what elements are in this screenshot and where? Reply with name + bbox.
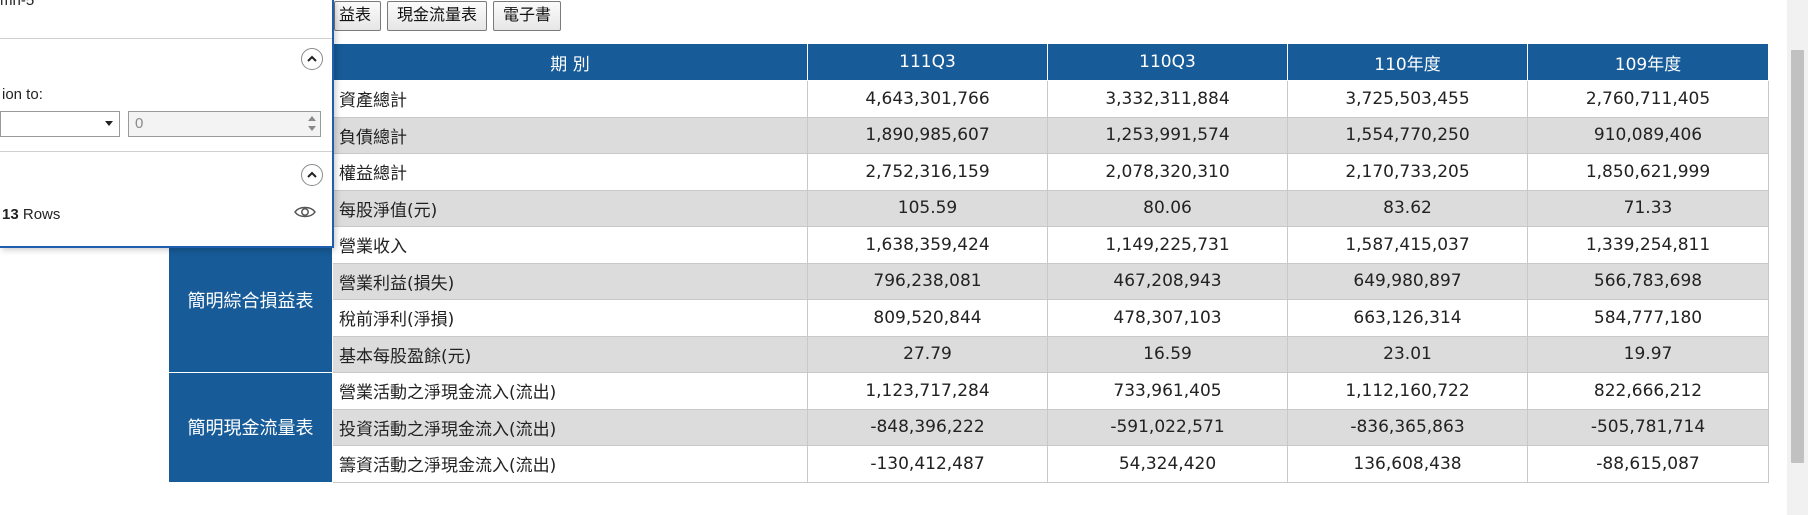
value-cell: -130,412,487 — [808, 446, 1048, 483]
section-label: ion to: — [2, 86, 43, 103]
table-row: 簡明綜合損益表 營業收入 1,638,359,424 1,149,225,731 1,5… — [169, 227, 1769, 264]
value-cell: 2,078,320,310 — [1048, 154, 1288, 191]
table-header-row: 期 別 111Q3 110Q3 110年度 109年度 — [169, 44, 1769, 81]
value-cell: 1,253,991,574 — [1048, 117, 1288, 154]
number-input-value: 0 — [135, 115, 143, 132]
header-period: 期 別 — [333, 44, 808, 81]
value-cell: 822,666,212 — [1528, 373, 1769, 410]
table-row: 資產總計 4,643,301,766 3,332,311,884 3,725,503,… — [169, 81, 1769, 118]
header-110-year: 110年度 — [1288, 44, 1528, 81]
value-cell: 663,126,314 — [1288, 300, 1528, 337]
value-cell: -505,781,714 — [1528, 409, 1769, 446]
value-cell: 16.59 — [1048, 336, 1288, 373]
table-row: 投資活動之淨現金流入(流出) -848,396,222 -591,022,571 -8… — [169, 409, 1769, 446]
table-row: 每股淨值(元) 105.59 80.06 83.62 71.33 — [169, 190, 1769, 227]
value-cell: 54,324,420 — [1048, 446, 1288, 483]
value-cell: 71.33 — [1528, 190, 1769, 227]
value-cell: 23.01 — [1288, 336, 1528, 373]
value-cell: 910,089,406 — [1528, 117, 1769, 154]
value-cell: 1,554,770,250 — [1288, 117, 1528, 154]
value-cell: 478,307,103 — [1048, 300, 1288, 337]
item-cell: 營業收入 — [333, 227, 808, 264]
value-cell: 4,643,301,766 — [808, 81, 1048, 118]
item-cell: 每股淨值(元) — [333, 190, 808, 227]
table-row: 籌資活動之淨現金流入(流出) -130,412,487 54,324,420 136,… — [169, 446, 1769, 483]
table-row: 基本每股盈餘(元) 27.79 16.59 23.01 19.97 — [169, 336, 1769, 373]
table-row: 營業利益(損失) 796,238,081 467,208,943 649,980,89… — [169, 263, 1769, 300]
spinner-icon[interactable] — [307, 114, 317, 134]
dropdown-caret-icon — [105, 121, 113, 126]
value-cell: 1,587,415,037 — [1288, 227, 1528, 264]
value-cell: 2,760,711,405 — [1528, 81, 1769, 118]
value-cell: 1,339,254,811 — [1528, 227, 1769, 264]
value-cell: 1,638,359,424 — [808, 227, 1048, 264]
value-cell: 3,332,311,884 — [1048, 81, 1288, 118]
chevron-up-icon — [306, 169, 318, 181]
condition-select[interactable] — [0, 111, 120, 137]
rows-suffix: Rows — [19, 206, 61, 223]
value-cell: 83.62 — [1288, 190, 1528, 227]
financial-table: 期 別 111Q3 110Q3 110年度 109年度 資產總計 4,643,30… — [168, 43, 1769, 483]
value-cell: 1,112,160,722 — [1288, 373, 1528, 410]
value-cell: 1,890,985,607 — [808, 117, 1048, 154]
item-cell: 基本每股盈餘(元) — [333, 336, 808, 373]
value-cell: 105.59 — [808, 190, 1048, 227]
rows-count: 13 — [2, 206, 19, 223]
panel-divider — [0, 38, 332, 39]
value-cell: 1,149,225,731 — [1048, 227, 1288, 264]
value-cell: 584,777,180 — [1528, 300, 1769, 337]
panel-cut-text: mn-5 — [0, 0, 34, 9]
number-input[interactable]: 0 — [128, 111, 321, 137]
item-cell: 資產總計 — [333, 81, 808, 118]
header-111q3: 111Q3 — [808, 44, 1048, 81]
value-cell: 649,980,897 — [1288, 263, 1528, 300]
value-cell: 136,608,438 — [1288, 446, 1528, 483]
value-cell: 733,961,405 — [1048, 373, 1288, 410]
value-cell: 2,752,316,159 — [808, 154, 1048, 191]
value-cell: 19.97 — [1528, 336, 1769, 373]
rows-count-label: 13 Rows — [2, 206, 60, 223]
value-cell: 809,520,844 — [808, 300, 1048, 337]
value-cell: 2,170,733,205 — [1288, 154, 1528, 191]
table-row: 權益總計 2,752,316,159 2,078,320,310 2,170,733,… — [169, 154, 1769, 191]
report-tabs: 益表 現金流量表 電子書 — [334, 1, 561, 31]
eye-icon[interactable] — [294, 204, 316, 220]
panel-divider — [0, 151, 332, 152]
item-cell: 籌資活動之淨現金流入(流出) — [333, 446, 808, 483]
value-cell: 467,208,943 — [1048, 263, 1288, 300]
tab-income-statement[interactable]: 益表 — [334, 1, 381, 31]
value-cell: 1,123,717,284 — [808, 373, 1048, 410]
tab-ebook[interactable]: 電子書 — [493, 1, 561, 31]
collapse-section-button[interactable] — [301, 48, 323, 70]
header-110q3: 110Q3 — [1048, 44, 1288, 81]
filter-panel: mn-5 ion to: 0 13 Rows — [0, 0, 334, 248]
value-cell: 796,238,081 — [808, 263, 1048, 300]
item-cell: 稅前淨利(淨損) — [333, 300, 808, 337]
value-cell: 3,725,503,455 — [1288, 81, 1528, 118]
scrollbar-thumb[interactable] — [1791, 50, 1804, 463]
category-cell: 簡明綜合損益表 — [169, 227, 333, 373]
item-cell: 營業活動之淨現金流入(流出) — [333, 373, 808, 410]
value-cell: 27.79 — [808, 336, 1048, 373]
collapse-section-button[interactable] — [301, 164, 323, 186]
table-row: 負債總計 1,890,985,607 1,253,991,574 1,554,770,… — [169, 117, 1769, 154]
value-cell: -591,022,571 — [1048, 409, 1288, 446]
vertical-scrollbar[interactable] — [1787, 0, 1808, 515]
table-row: 稅前淨利(淨損) 809,520,844 478,307,103 663,126,31… — [169, 300, 1769, 337]
item-cell: 投資活動之淨現金流入(流出) — [333, 409, 808, 446]
tab-cash-flow[interactable]: 現金流量表 — [387, 1, 487, 31]
value-cell: 80.06 — [1048, 190, 1288, 227]
chevron-up-icon — [306, 53, 318, 65]
item-cell: 負債總計 — [333, 117, 808, 154]
value-cell: -88,615,087 — [1528, 446, 1769, 483]
category-cell: 簡明現金流量表 — [169, 373, 333, 483]
table-row: 簡明現金流量表 營業活動之淨現金流入(流出) 1,123,717,284 733,96… — [169, 373, 1769, 410]
header-109-year: 109年度 — [1528, 44, 1769, 81]
value-cell: -848,396,222 — [808, 409, 1048, 446]
value-cell: 566,783,698 — [1528, 263, 1769, 300]
item-cell: 權益總計 — [333, 154, 808, 191]
value-cell: -836,365,863 — [1288, 409, 1528, 446]
item-cell: 營業利益(損失) — [333, 263, 808, 300]
value-cell: 1,850,621,999 — [1528, 154, 1769, 191]
